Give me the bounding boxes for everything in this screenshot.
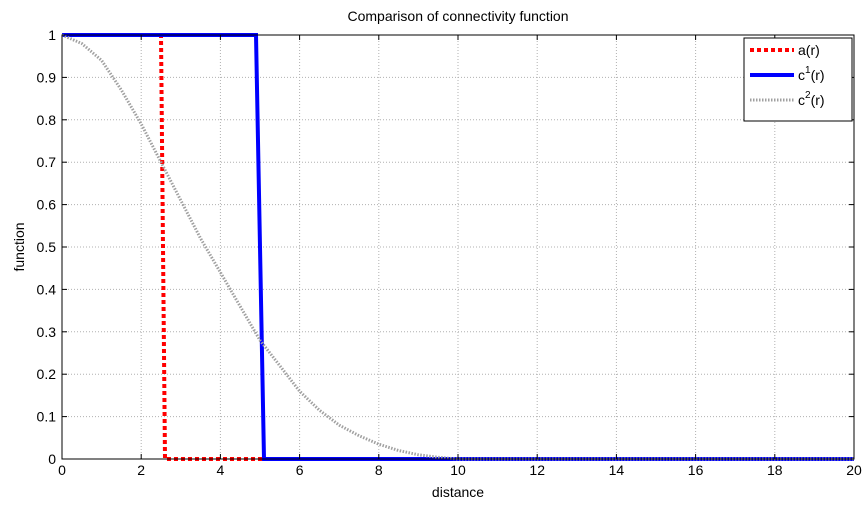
x-tick-label: 0 (58, 462, 66, 478)
y-tick-label: 0.4 (37, 281, 57, 297)
axis-ticks: 0 2 4 6 8 10 12 14 16 18 20 0 0.1 0.2 0.3 0.4 0.5 0.6 0.7 0… (37, 27, 862, 478)
legend: a(r) c1(r) c2(r) (743, 37, 853, 122)
x-tick-label: 2 (137, 462, 145, 478)
x-tick-label: 16 (688, 462, 704, 478)
y-tick-label: 0.2 (37, 366, 57, 382)
x-tick-label: 8 (375, 462, 383, 478)
x-tick-label: 20 (846, 462, 862, 478)
legend-label-2: c1(r) (798, 65, 825, 83)
y-tick-label: 0.1 (37, 409, 57, 425)
y-tick-label: 0.3 (37, 324, 57, 340)
y-axis-label: function (11, 222, 27, 271)
legend-box (743, 37, 853, 122)
legend-label-1: a(r) (798, 42, 820, 58)
grid (62, 35, 854, 459)
x-axis-label: distance (432, 484, 484, 500)
chart-title: Comparison of connectivity function (348, 8, 569, 24)
x-tick-label: 4 (217, 462, 225, 478)
x-tick-label: 18 (767, 462, 783, 478)
y-tick-label: 0.9 (37, 69, 57, 85)
x-tick-label: 10 (450, 462, 466, 478)
y-tick-label: 0 (48, 451, 56, 467)
y-tick-label: 0.8 (37, 112, 57, 128)
y-tick-label: 0.7 (37, 154, 57, 170)
x-tick-label: 12 (529, 462, 545, 478)
y-tick-label: 1 (48, 27, 56, 43)
x-tick-label: 14 (609, 462, 625, 478)
legend-label-3: c2(r) (798, 90, 825, 108)
y-tick-label: 0.6 (37, 197, 57, 213)
y-tick-label: 0.5 (37, 239, 57, 255)
x-tick-label: 6 (296, 462, 304, 478)
